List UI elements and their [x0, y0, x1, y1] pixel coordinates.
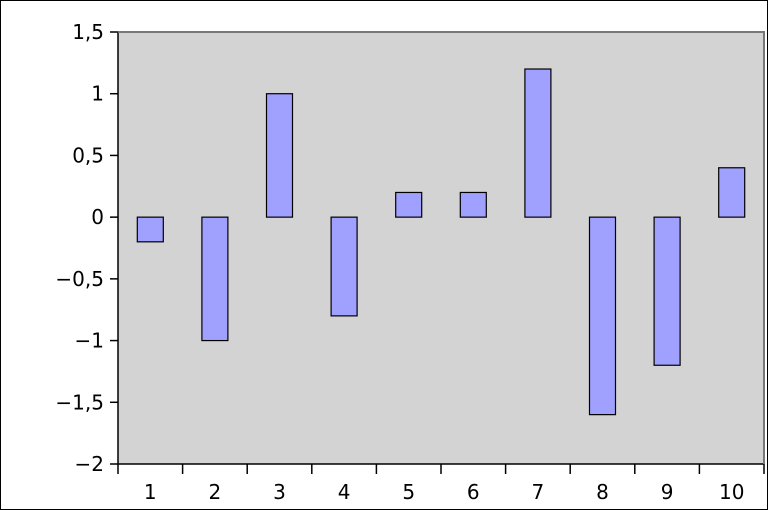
x-tick-label: 5	[402, 480, 415, 504]
y-tick-label: −1,5	[55, 390, 104, 414]
y-tick-label: −1	[75, 329, 104, 353]
x-tick-label: 7	[532, 480, 545, 504]
y-tick-label: 1	[91, 82, 104, 106]
plot-border	[118, 31, 765, 464]
bar-7	[524, 68, 552, 218]
x-tick-label: 2	[209, 480, 222, 504]
x-tick-label: 4	[338, 480, 351, 504]
x-tick-label: 3	[273, 480, 286, 504]
x-tick-label: 6	[467, 480, 480, 504]
bar-2	[201, 216, 229, 342]
y-tick-label: −2	[75, 452, 104, 476]
x-tick-label: 8	[596, 480, 609, 504]
bar-10	[718, 167, 746, 218]
y-tick-label: 0	[91, 205, 104, 229]
bar-4	[330, 216, 358, 317]
y-tick-label: −0,5	[55, 267, 104, 291]
bar-5	[395, 191, 423, 218]
x-tick-label: 10	[719, 480, 744, 504]
bar-8	[588, 216, 617, 416]
y-tick-label: 1,5	[72, 20, 104, 44]
bar-1	[136, 216, 164, 243]
bars-group	[136, 68, 746, 416]
x-tick-label: 1	[144, 480, 157, 504]
x-tick-label: 9	[661, 480, 674, 504]
bar-6	[459, 191, 487, 218]
bar-3	[265, 93, 294, 218]
y-axis: −2 −1,5 −1 −0,5 0 0,5 1 1,5	[55, 20, 119, 476]
bar-9	[653, 216, 681, 366]
y-tick-label: 0,5	[72, 143, 104, 167]
x-axis: 1 2 3 4 5 6 7 8 9 10	[117, 463, 765, 504]
